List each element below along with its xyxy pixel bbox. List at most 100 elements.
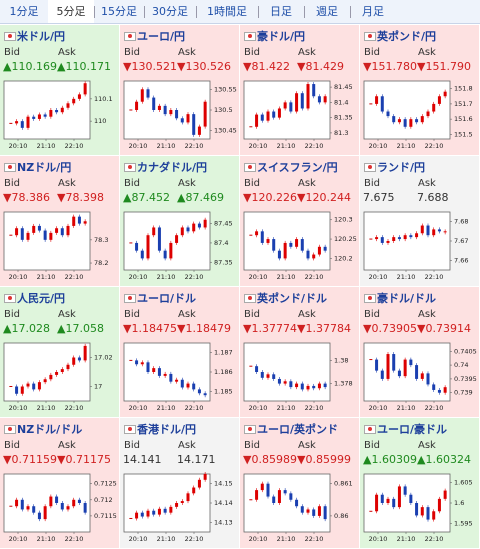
- bid-label: Bid: [124, 440, 140, 451]
- candle: [140, 362, 144, 365]
- currency-panel[interactable]: ユーロ/ドル Bid Ask ▼1.18475 ▼1.18479 1.187 1.186 1.…: [120, 287, 239, 417]
- flag-icon: [4, 294, 16, 303]
- currency-panel[interactable]: スイスフラン/円 Bid Ask ▼120.226 ▼120.244 120.3 120.2…: [240, 156, 359, 286]
- timeframe-tab[interactable]: 1分足: [9, 5, 39, 18]
- x-tick-label: 22:10: [65, 142, 84, 150]
- currency-panel[interactable]: ランド/円 Bid Ask 7.675 7.688 7.68 7.67 7.66 20:10 21…: [360, 156, 479, 286]
- y-tick-label: 17: [94, 383, 102, 391]
- timeframe-tab[interactable]: 日足: [270, 5, 292, 18]
- candle: [403, 235, 407, 240]
- bid-label: Bid: [124, 309, 140, 320]
- pair-name: 英ポンド/円: [377, 30, 437, 43]
- chart-frame: [243, 342, 331, 402]
- currency-panel[interactable]: NZドル/ドル Bid Ask ▼0.71159 ▼0.71175 0.7125 0.712…: [0, 418, 119, 548]
- pair-name: 人民元/円: [17, 292, 66, 305]
- x-tick-label: 20:10: [9, 142, 28, 150]
- currency-panel[interactable]: NZドル/円 Bid Ask ▼78.386 ▼78.398 78.3 78.2 20:10 2…: [0, 156, 119, 286]
- currency-panel[interactable]: 英ポンド/ドル Bid Ask ▼1.37774 ▼1.37784 1.38 1.378 20…: [240, 287, 359, 417]
- ask-value: ▲87.469: [177, 191, 224, 204]
- y-tick-label: 110: [94, 117, 106, 125]
- x-tick-label: 20:10: [129, 535, 148, 543]
- y-tick-label: 17.02: [94, 354, 113, 362]
- candle: [180, 118, 184, 123]
- x-tick-label: 22:10: [425, 404, 444, 412]
- pair-name: 豪ドル/円: [257, 30, 306, 43]
- candle: [66, 364, 70, 370]
- candle: [43, 230, 47, 240]
- candle: [192, 487, 196, 494]
- y-tick-label: 151.6: [454, 115, 473, 123]
- y-tick-label: 7.68: [454, 218, 468, 226]
- bid-value: ▲110.169: [3, 60, 57, 73]
- x-tick-label: 20:10: [249, 404, 268, 412]
- x-tick-label: 22:10: [185, 404, 204, 412]
- candle: [157, 105, 161, 110]
- bid-value: ▲17.028: [3, 322, 50, 335]
- pair-name: ユーロ/英ポンド: [257, 423, 339, 436]
- tab-separator: [350, 6, 351, 18]
- candle: [26, 506, 30, 510]
- candle: [37, 114, 41, 119]
- candle: [403, 359, 407, 377]
- candle: [415, 119, 419, 123]
- currency-panel[interactable]: ユーロ/豪ドル Bid Ask ▲1.60309 ▲1.60324 1.605 1.6 1.5…: [360, 418, 479, 548]
- x-tick-label: 21:10: [397, 404, 416, 412]
- candle: [146, 89, 150, 98]
- candle: [312, 385, 316, 389]
- candle: [197, 389, 201, 394]
- candle: [266, 374, 270, 378]
- y-tick-label: 120.2: [334, 254, 353, 262]
- currency-panel[interactable]: カナダドル/円 Bid Ask ▲87.452 ▲87.469 87.45 87.4 87.3…: [120, 156, 239, 286]
- bid-value: ▼0.73905: [363, 322, 417, 335]
- currency-panel[interactable]: 米ドル/円 Bid Ask ▲110.169 ▲110.171 110.1 110 20:10…: [0, 25, 119, 155]
- currency-panel[interactable]: 香港ドル/円 Bid Ask 14.141 14.171 14.15 14.14 14.13 2…: [120, 418, 239, 548]
- currency-panel[interactable]: ユーロ/英ポンド Bid Ask ▼0.85989 ▼0.85999 0.861 0.86 2…: [240, 418, 359, 548]
- x-tick-label: 21:10: [157, 273, 176, 281]
- bid-label: Bid: [4, 309, 20, 320]
- candle: [180, 379, 184, 388]
- bid-value: ▼151.780: [363, 60, 417, 73]
- ask-value: ▼130.526: [177, 60, 231, 73]
- candle: [163, 250, 167, 259]
- candle: [260, 114, 264, 121]
- x-tick-label: 20:10: [249, 273, 268, 281]
- candle: [152, 97, 156, 110]
- currency-panel[interactable]: 英ポンド/円 Bid Ask ▼151.780 ▼151.790 151.8 151.7 15…: [360, 25, 479, 155]
- candle: [140, 250, 144, 259]
- candle: [186, 227, 190, 232]
- timeframe-tab[interactable]: 30分足: [152, 5, 188, 18]
- timeframe-tab[interactable]: 5分足: [48, 0, 94, 23]
- bid-label: Bid: [364, 178, 380, 189]
- y-tick-label: 1.186: [214, 368, 233, 376]
- bid-value: ▼130.521: [123, 60, 177, 73]
- candle: [135, 242, 139, 251]
- candle: [66, 225, 70, 236]
- timeframe-tab[interactable]: 週足: [316, 5, 338, 18]
- timeframe-tab[interactable]: 月足: [362, 5, 384, 18]
- candle: [20, 121, 24, 128]
- candle: [409, 494, 413, 503]
- y-tick-label: 0.74: [454, 361, 468, 369]
- y-tick-label: 1.38: [334, 356, 348, 364]
- timeframe-tab[interactable]: 15分足: [101, 5, 137, 18]
- bid-label: Bid: [124, 47, 140, 58]
- candle: [203, 393, 207, 396]
- x-tick-label: 20:10: [9, 535, 28, 543]
- chart-frame: [123, 80, 211, 140]
- candle: [55, 496, 59, 503]
- timeframe-tab[interactable]: 1時間足: [207, 5, 247, 18]
- mini-chart: 151.8 151.7 151.6 151.5 20:10 21:10 22:10: [363, 80, 473, 150]
- y-tick-label: 81.45: [334, 83, 353, 91]
- candle: [72, 499, 76, 507]
- candle: [277, 378, 281, 384]
- candle: [157, 368, 161, 376]
- currency-panel[interactable]: 豪ドル/ドル Bid Ask ▼0.73905 ▼0.73914 0.7405 0.74 0.…: [360, 287, 479, 417]
- candle: [26, 116, 30, 128]
- candle: [152, 227, 156, 236]
- candle: [186, 493, 190, 502]
- currency-panel[interactable]: 豪ドル/円 Bid Ask ▼81.422 ▼81.429 81.45 81.4 81.35 8…: [240, 25, 359, 155]
- currency-panel[interactable]: ユーロ/円 Bid Ask ▼130.521 ▼130.526 130.55 130.5 13…: [120, 25, 239, 155]
- mini-chart: 81.45 81.4 81.35 81.3 20:10 21:10 22:10: [243, 80, 353, 150]
- currency-panel[interactable]: 人民元/円 Bid Ask ▲17.028 ▲17.058 17.02 17 20:10 21:…: [0, 287, 119, 417]
- mini-chart: 120.3 120.25 120.2 20:10 21:10 22:10: [243, 211, 357, 281]
